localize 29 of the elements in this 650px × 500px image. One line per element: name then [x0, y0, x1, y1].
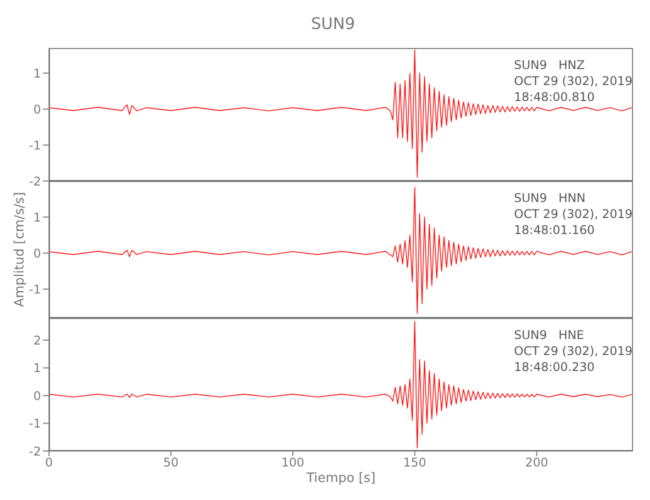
y-tick-label: 0 [33, 246, 41, 260]
annotation: SUN9 HNE [514, 328, 584, 342]
annotation: SUN9 HNZ [514, 58, 585, 72]
annotation: OCT 29 (302), 2019 [514, 207, 632, 221]
annotation: 18:48:00.230 [514, 360, 595, 374]
x-tick-label: 150 [403, 456, 426, 470]
annotation: SUN9 HNN [514, 191, 586, 205]
y-tick-label: 0 [33, 102, 41, 116]
y-tick-label: -1 [29, 138, 41, 152]
x-tick-label: 100 [281, 456, 304, 470]
annotation: 18:48:01.160 [514, 223, 595, 237]
x-axis-title: Tiempo [s] [305, 471, 377, 486]
annotation: OCT 29 (302), 2019 [514, 344, 632, 358]
y-tick-label: 2 [33, 333, 41, 348]
y-tick-label: 1 [33, 361, 41, 376]
x-tick-label: 0 [45, 456, 53, 470]
annotation: 18:48:00.810 [514, 90, 595, 104]
y-tick-label: 1 [33, 66, 41, 80]
y-tick-label: -2 [29, 444, 41, 458]
chart-title: SUN9 [310, 14, 356, 33]
y-tick-label: 1 [33, 210, 41, 224]
x-tick-label: 50 [163, 456, 179, 470]
y-tick-label: -1 [29, 416, 41, 431]
y-tick-label: 0 [33, 388, 41, 403]
y-tick-label: -1 [29, 282, 41, 296]
y-axis-title: Amplitud [cm/s/s] [12, 192, 28, 308]
y-tick-label: -2 [29, 174, 41, 188]
x-tick-label: 200 [525, 456, 548, 470]
annotation: OCT 29 (302), 2019 [514, 74, 632, 88]
